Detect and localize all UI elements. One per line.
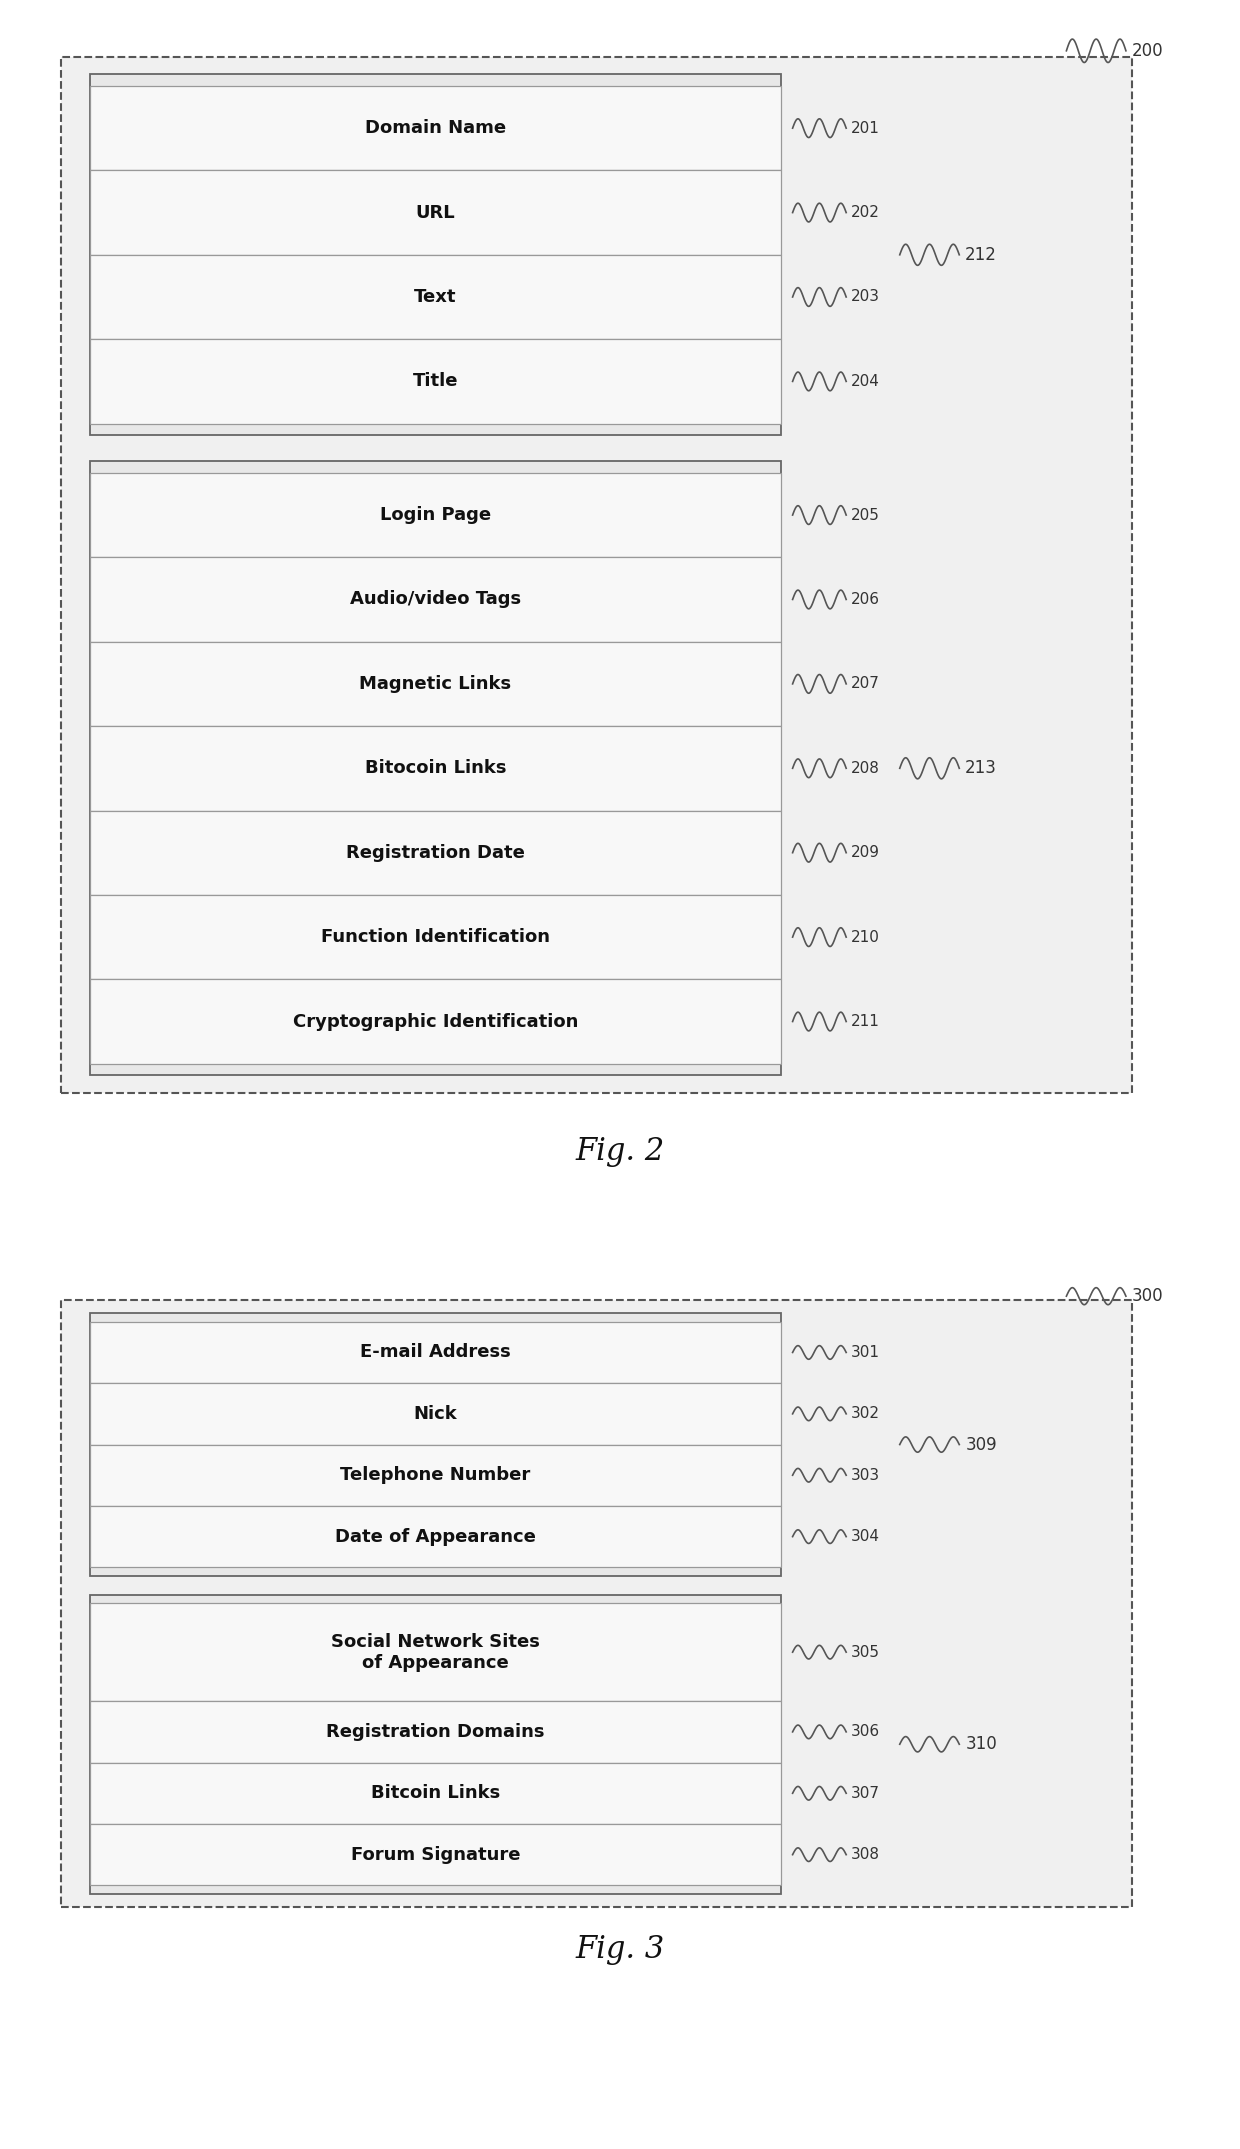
Text: 203: 203	[851, 290, 880, 305]
Bar	[91, 1313, 781, 1575]
Bar	[61, 1300, 1132, 1906]
Text: Cryptographic Identification: Cryptographic Identification	[293, 1012, 578, 1032]
Text: Login Page: Login Page	[379, 505, 491, 524]
Bar	[91, 1322, 781, 1384]
Text: 300: 300	[1132, 1287, 1163, 1304]
Text: Text: Text	[414, 288, 456, 305]
Text: 308: 308	[851, 1848, 880, 1863]
Text: Fig. 2: Fig. 2	[575, 1137, 665, 1167]
Text: 200: 200	[1132, 41, 1163, 60]
Bar	[91, 1506, 781, 1567]
Text: Bitcoin Links: Bitcoin Links	[371, 1784, 500, 1803]
Bar	[91, 1762, 781, 1825]
Text: Fig. 3: Fig. 3	[575, 1934, 665, 1964]
Text: 201: 201	[851, 120, 880, 135]
Bar	[91, 980, 781, 1064]
Bar	[91, 462, 781, 1074]
Text: 208: 208	[851, 761, 880, 776]
Text: 303: 303	[851, 1468, 880, 1483]
Bar	[91, 1444, 781, 1506]
Text: Bitocoin Links: Bitocoin Links	[365, 759, 506, 778]
Text: Nick: Nick	[414, 1405, 458, 1423]
Text: 302: 302	[851, 1405, 880, 1420]
Text: 307: 307	[851, 1786, 880, 1801]
Bar	[91, 1603, 781, 1702]
Text: 211: 211	[851, 1014, 880, 1029]
Text: 212: 212	[965, 245, 997, 264]
Text: 204: 204	[851, 374, 880, 389]
Text: 310: 310	[965, 1734, 997, 1754]
Bar	[91, 75, 781, 436]
Text: 210: 210	[851, 931, 880, 946]
Text: Magnetic Links: Magnetic Links	[360, 675, 512, 692]
Text: Registration Domains: Registration Domains	[326, 1723, 544, 1741]
Bar	[91, 1595, 781, 1893]
Text: Registration Date: Registration Date	[346, 845, 525, 862]
Text: 213: 213	[965, 759, 997, 778]
Text: Function Identification: Function Identification	[321, 928, 551, 946]
Bar	[91, 256, 781, 340]
Bar	[91, 726, 781, 810]
Text: 205: 205	[851, 507, 880, 522]
Text: Domain Name: Domain Name	[365, 118, 506, 138]
Text: 301: 301	[851, 1345, 880, 1360]
Text: Forum Signature: Forum Signature	[351, 1846, 521, 1863]
Bar	[91, 170, 781, 256]
Bar	[91, 1384, 781, 1444]
Text: Telephone Number: Telephone Number	[340, 1466, 531, 1485]
Text: Audio/video Tags: Audio/video Tags	[350, 591, 521, 608]
Text: Date of Appearance: Date of Appearance	[335, 1528, 536, 1545]
Text: 309: 309	[965, 1436, 997, 1453]
Text: 209: 209	[851, 845, 880, 860]
Bar	[91, 643, 781, 726]
Bar	[91, 340, 781, 423]
Bar	[91, 557, 781, 643]
Text: Social Network Sites
of Appearance: Social Network Sites of Appearance	[331, 1633, 539, 1672]
Bar	[91, 1702, 781, 1762]
Text: 202: 202	[851, 204, 880, 219]
Bar	[61, 56, 1132, 1094]
Bar	[91, 473, 781, 557]
Text: URL: URL	[415, 204, 455, 221]
Bar	[91, 810, 781, 894]
Bar	[91, 894, 781, 980]
Text: E-mail Address: E-mail Address	[360, 1343, 511, 1362]
Text: 305: 305	[851, 1644, 880, 1659]
Text: 306: 306	[851, 1723, 880, 1739]
Text: 304: 304	[851, 1530, 880, 1545]
Text: 207: 207	[851, 677, 880, 692]
Text: Title: Title	[413, 372, 459, 391]
Bar	[91, 86, 781, 170]
Text: 206: 206	[851, 591, 880, 606]
Bar	[91, 1825, 781, 1885]
